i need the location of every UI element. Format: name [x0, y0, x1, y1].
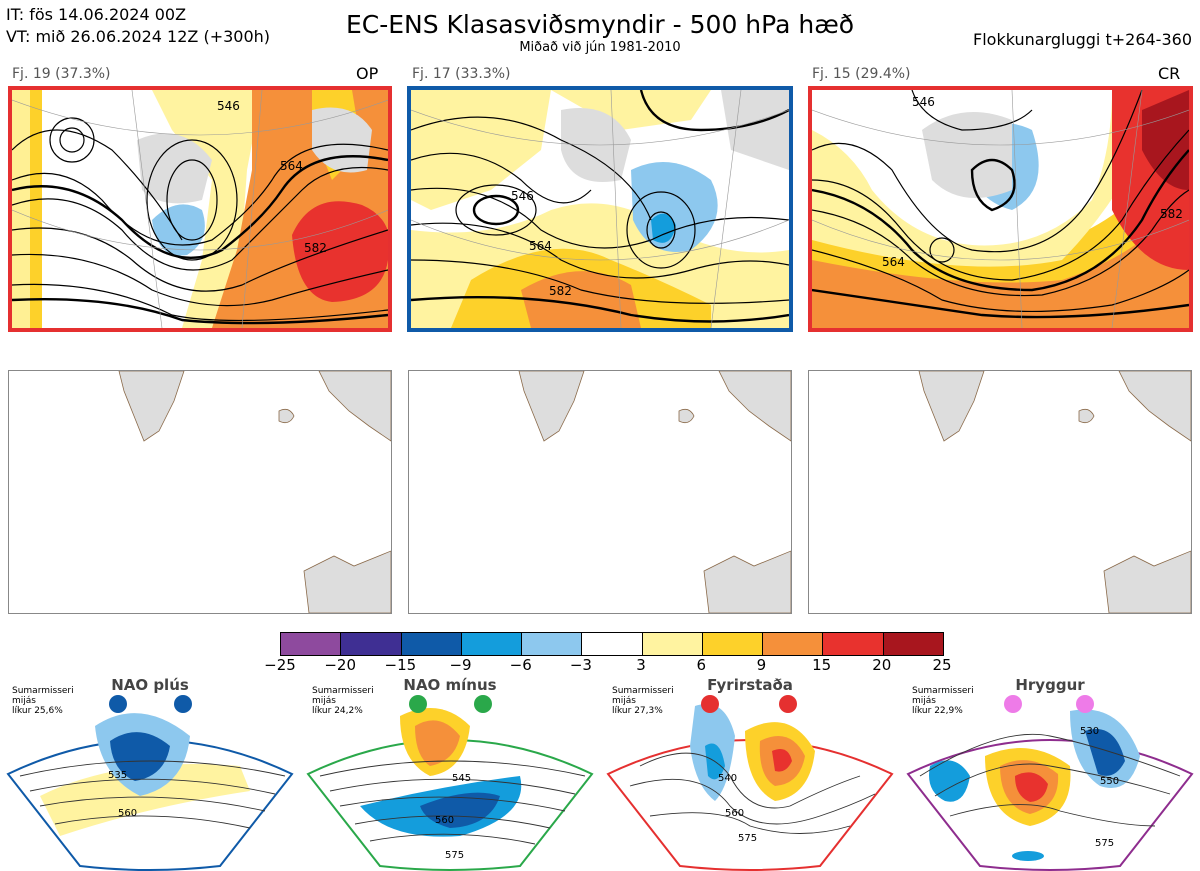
regime-ridge: 530 550 575 Hryggur Sumarmisseri mijás l…	[900, 676, 1200, 871]
contour-label-582: 582	[304, 241, 327, 255]
colorbar-tick-label: −9	[449, 656, 472, 674]
colorbar-swatch	[341, 633, 402, 655]
regime-nao-plus: 535 560 NAO plús Sumarmisseri mijás líku…	[0, 676, 300, 871]
colorbar-tick-label: −6	[509, 656, 532, 674]
contour-label-546: 546	[217, 99, 240, 113]
regime-contour: 550	[1100, 776, 1119, 787]
header-info: IT: fös 14.06.2024 00Z VT: mið 26.06.202…	[6, 4, 270, 48]
cluster-1-anomaly-map	[8, 370, 392, 614]
colorbar-swatch	[702, 633, 764, 655]
regime-title: NAO mínus	[403, 676, 497, 694]
cluster-1-label: Fj. 19 (37.3%)	[12, 66, 111, 82]
regime-note: Sumarmisseri mijás líkur 24,2%	[312, 686, 374, 716]
colorbar-tick-label: −25	[264, 656, 296, 674]
regime-title: Fyrirstaða	[707, 676, 793, 694]
page-title: EC-ENS Klasasviðsmyndir - 500 hPa hæð	[345, 10, 855, 39]
valid-time: VT: mið 26.06.2024 12Z (+300h)	[6, 27, 271, 46]
regime-contour: 560	[118, 808, 137, 819]
regime-contour: 560	[435, 815, 454, 826]
cluster-3-map: 546 564 582	[808, 86, 1193, 332]
cluster-2-anomaly-map	[408, 370, 792, 614]
regime-note: Sumarmisseri mijás líkur 27,3%	[612, 686, 674, 716]
contour-label-564: 564	[280, 159, 303, 173]
contour-label-564: 564	[882, 255, 905, 269]
page-subtitle: Miðað við jún 1981-2010	[519, 40, 681, 55]
regime-title: NAO plús	[111, 676, 189, 694]
colorbar-swatch	[461, 633, 523, 655]
colorbar-swatch	[823, 633, 884, 655]
contour-label-546: 546	[912, 95, 935, 109]
colorbar-tick-label: 15	[812, 656, 832, 674]
colorbar-swatch	[642, 633, 703, 655]
colorbar-swatch	[582, 633, 643, 655]
classification-window: Flokkunargluggi t+264-360	[973, 30, 1192, 49]
colorbar-tick-label: 20	[872, 656, 892, 674]
colorbar-swatch	[522, 633, 583, 655]
regime-note: Sumarmisseri mijás líkur 22,9%	[912, 686, 974, 716]
colorbar-swatch	[763, 633, 824, 655]
contour-label-582: 582	[1160, 207, 1183, 221]
cluster-3-code: CR	[1158, 64, 1181, 83]
colorbar-tick-label: −15	[384, 656, 417, 674]
colorbar-tick-label: −3	[569, 656, 592, 674]
colorbar-swatch	[281, 633, 342, 655]
colorbar-swatch	[883, 633, 943, 655]
colorbar-tick-label: 9	[756, 656, 767, 674]
cluster-2-label: Fj. 17 (33.3%)	[412, 66, 511, 82]
regime-contour: 535	[108, 770, 127, 781]
colorbar-tick-label: 3	[636, 656, 646, 674]
regime-contour: 540	[718, 773, 737, 784]
colorbar-tick-label: 6	[696, 656, 707, 674]
regime-nao-minus: 545 560 575 NAO mínus Sumarmisseri mijás…	[300, 676, 600, 871]
regime-contour: 545	[452, 773, 471, 784]
colorbar-tick-label: 25	[932, 656, 952, 674]
initial-time: IT: fös 14.06.2024 00Z	[6, 5, 187, 24]
cluster-1-map: 546 564 582	[8, 86, 392, 332]
cluster-1-code: OP	[356, 64, 379, 83]
regime-note: Sumarmisseri mijás líkur 25,6%	[12, 686, 74, 716]
colorbar	[280, 632, 944, 656]
contour-label-546: 546	[511, 189, 534, 203]
regime-title: Hryggur	[1015, 676, 1085, 694]
regime-blocking: 540 560 575 Fyrirstaða Sumarmisseri mijá…	[600, 676, 900, 871]
regime-contour: 530	[1080, 726, 1099, 737]
contour-label-564: 564	[529, 239, 552, 253]
regime-contour: 575	[1095, 838, 1114, 849]
regime-contour: 560	[725, 808, 744, 819]
colorbar-swatch	[401, 633, 462, 655]
contour-label-582: 582	[549, 284, 572, 298]
cluster-2-map: 546 564 582	[407, 86, 793, 332]
regime-contour: 575	[738, 833, 757, 844]
colorbar-tick-label: −20	[324, 656, 356, 674]
cluster-3-anomaly-map	[808, 370, 1192, 614]
regime-contour: 575	[445, 850, 464, 861]
cluster-3-label: Fj. 15 (29.4%)	[812, 66, 911, 82]
